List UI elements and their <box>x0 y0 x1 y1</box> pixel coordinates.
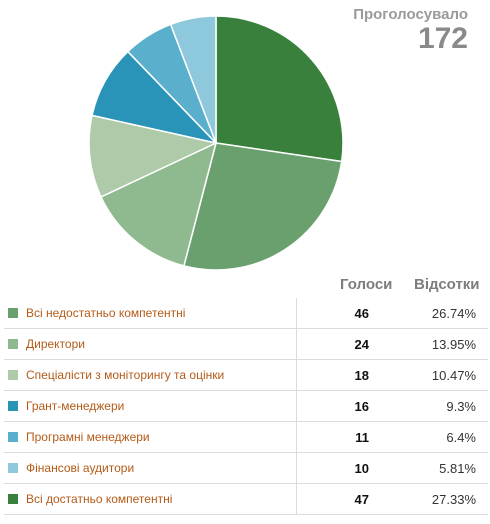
total-votes-value: 172 <box>417 22 468 55</box>
option-percent: 10.47% <box>377 359 488 391</box>
pie-slice-0 <box>182 142 343 271</box>
legend-swatch <box>8 370 18 380</box>
percent-column-header: Відсотки <box>414 276 480 293</box>
option-percent: 27.33% <box>377 483 488 515</box>
option-votes: 11 <box>355 429 369 445</box>
option-percent: 6.4% <box>377 421 488 453</box>
table-row: Всі недостатньо компетентні 46 26.74% <box>4 298 488 329</box>
pie-chart <box>88 15 344 271</box>
option-votes: 46 <box>354 305 369 321</box>
option-label: Грант-менеджери <box>26 399 125 413</box>
option-votes: 47 <box>354 491 369 507</box>
pie-slice-5 <box>169 15 217 144</box>
option-label: Спеціалісти з моніторингу та оцінки <box>26 368 225 382</box>
option-votes: 16 <box>354 398 369 414</box>
option-label: Програмні менеджери <box>26 430 150 444</box>
pie-slice-2 <box>88 114 219 198</box>
option-label: Фінансові аудитори <box>26 461 135 475</box>
table-row: Директори 24 13.95% <box>4 328 488 360</box>
option-percent: 26.74% <box>377 298 488 329</box>
legend-swatch <box>8 401 18 411</box>
option-percent: 13.95% <box>377 328 488 360</box>
legend-swatch <box>8 308 18 318</box>
option-label: Всі недостатньо компетентні <box>26 306 186 320</box>
table-row: Всі достатньо компетентні 47 27.33% <box>4 483 488 515</box>
legend-swatch <box>8 432 18 442</box>
option-label: Директори <box>26 337 85 351</box>
pie-slice-1 <box>100 141 218 267</box>
total-votes-label: Проголосувало <box>353 6 468 23</box>
table-row: Спеціалісти з моніторингу та оцінки 18 1… <box>4 359 488 391</box>
table-row: Програмні менеджери 11 6.4% <box>4 421 488 453</box>
legend-swatch <box>8 463 18 473</box>
table-row: Грант-менеджери 16 9.3% <box>4 390 488 422</box>
legend-swatch <box>8 339 18 349</box>
option-votes: 24 <box>354 336 369 352</box>
votes-column-header: Голоси <box>340 276 393 293</box>
option-votes: 10 <box>354 460 369 476</box>
table-row: Фінансові аудитори 10 5.81% <box>4 452 488 484</box>
results-table: Всі недостатньо компетентні 46 26.74% Ди… <box>4 298 488 515</box>
option-label: Всі достатньо компетентні <box>26 492 173 506</box>
option-votes: 18 <box>354 367 369 383</box>
option-percent: 5.81% <box>377 452 488 484</box>
legend-swatch <box>8 494 18 504</box>
pie-slice-6 <box>215 15 344 163</box>
option-percent: 9.3% <box>377 390 488 422</box>
